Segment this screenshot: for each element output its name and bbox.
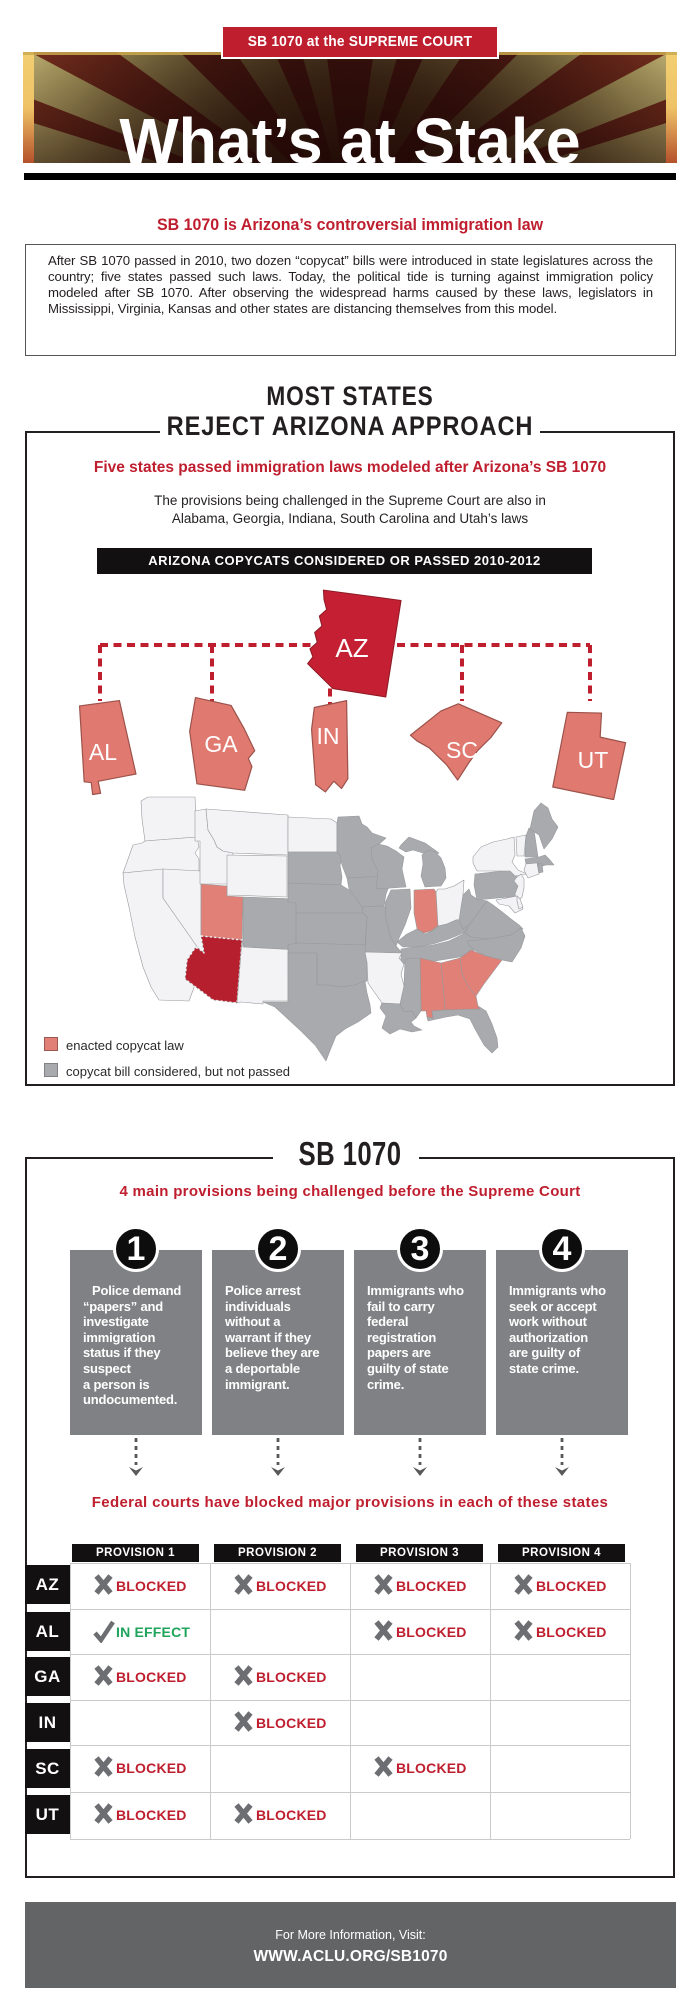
svg-text:UT: UT — [578, 747, 609, 773]
svg-text:AZ: AZ — [335, 633, 368, 663]
svg-text:AL: AL — [89, 739, 117, 765]
svg-text:IN: IN — [317, 723, 340, 749]
svg-text:SC: SC — [446, 737, 478, 763]
svg-text:GA: GA — [204, 731, 238, 757]
